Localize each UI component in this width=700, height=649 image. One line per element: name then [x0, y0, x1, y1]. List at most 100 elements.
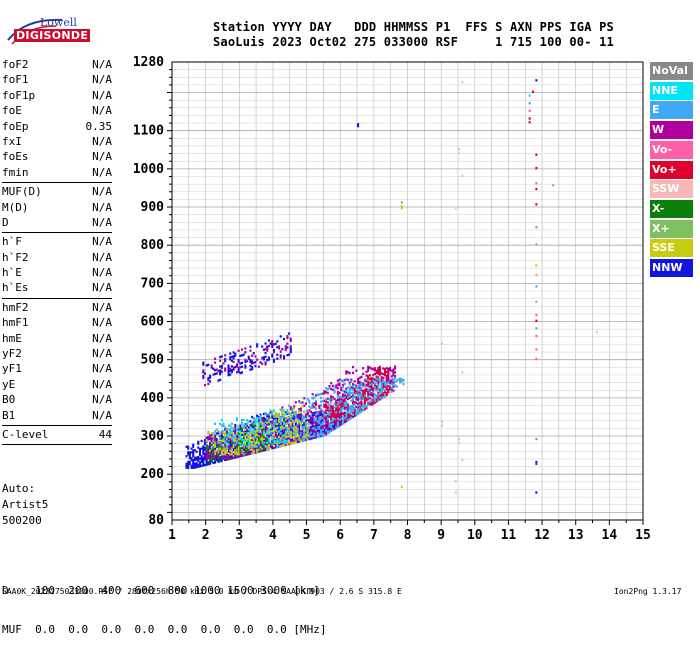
data-point [333, 423, 336, 427]
param-value: N/A [92, 215, 112, 229]
data-point [251, 448, 254, 451]
data-point [261, 443, 264, 447]
data-point [336, 411, 339, 414]
data-point [254, 361, 257, 364]
data-point [357, 377, 360, 381]
data-point [304, 431, 307, 434]
data-point [335, 407, 338, 410]
data-point [205, 439, 208, 443]
data-point [363, 390, 366, 394]
data-point [190, 451, 193, 454]
x-axis-ticks: 1 2 3 4 5 6 7 8 9 10 11 12 13 14 15 [168, 520, 651, 543]
data-point [370, 397, 373, 401]
data-point [286, 420, 289, 423]
data-point [281, 427, 284, 430]
data-point [257, 440, 260, 444]
data-point [261, 356, 264, 360]
data-point [320, 431, 323, 434]
data-point [220, 451, 223, 454]
data-point [380, 376, 383, 379]
data-point [294, 422, 297, 425]
data-point [202, 374, 205, 378]
data-point [269, 420, 272, 424]
data-point [303, 421, 306, 425]
data-point [335, 416, 338, 420]
data-point [328, 404, 331, 407]
data-point [284, 345, 287, 348]
data-point [249, 445, 252, 448]
data-point [256, 435, 259, 438]
data-point [237, 436, 240, 439]
data-point [235, 434, 239, 438]
data-point [353, 410, 356, 413]
data-point [283, 425, 286, 428]
data-point [212, 373, 215, 376]
data-point [346, 416, 350, 420]
data-point [192, 460, 195, 464]
data-point [314, 434, 318, 437]
data-point [249, 358, 252, 362]
data-point [281, 425, 284, 428]
data-point [242, 439, 245, 443]
param-row: foF2 N/A [2, 57, 112, 72]
data-point [249, 431, 252, 434]
data-point [390, 369, 393, 372]
legend-item-ssw: SSW [650, 180, 693, 199]
data-point [293, 430, 296, 433]
param-value: N/A [92, 250, 112, 264]
param-group-critical-frequencies: foF2 N/A foF1 N/A foF1p N/A foE N/A foEp 0.35 fxI N… [2, 57, 112, 180]
data-point [210, 364, 213, 367]
data-point [229, 442, 232, 445]
data-point [274, 422, 277, 425]
data-point [190, 457, 193, 460]
x-tick-label: 5 [303, 528, 311, 543]
data-point [272, 349, 276, 352]
legend-item-e: E [650, 101, 693, 120]
data-point [357, 381, 360, 385]
data-point [266, 423, 269, 426]
data-point [392, 370, 395, 373]
data-point [392, 368, 395, 371]
data-point [291, 438, 294, 441]
data-point [343, 419, 346, 422]
data-point [222, 439, 225, 443]
data-point [341, 412, 344, 415]
data-point [291, 422, 294, 426]
data-point [227, 372, 230, 375]
data-point [259, 420, 262, 424]
data-point [224, 443, 227, 446]
data-point [232, 351, 235, 354]
data-point [195, 465, 198, 469]
data-point [370, 378, 373, 382]
data-point [264, 443, 267, 446]
data-point [230, 447, 233, 450]
data-point [377, 393, 380, 396]
data-point [246, 434, 249, 437]
data-point [272, 444, 276, 448]
data-point [254, 428, 257, 431]
data-point [457, 441, 461, 445]
data-point [360, 398, 363, 401]
data-point [313, 417, 316, 420]
data-point [283, 417, 286, 420]
data-point [244, 428, 247, 431]
data-point [247, 439, 250, 443]
data-point [321, 424, 324, 428]
data-point [289, 429, 292, 432]
data-point [249, 364, 252, 367]
data-point [390, 380, 393, 384]
data-point [313, 436, 316, 439]
data-point [378, 394, 381, 397]
data-point [259, 440, 262, 443]
data-point [246, 441, 249, 445]
data-point [203, 442, 207, 446]
data-point [210, 441, 213, 445]
data-point [350, 388, 353, 391]
data-point [237, 424, 240, 427]
data-point [198, 449, 201, 453]
data-point [212, 436, 215, 439]
data-point [372, 368, 375, 371]
data-point [400, 378, 403, 381]
data-point [195, 462, 198, 465]
data-point [229, 358, 232, 361]
